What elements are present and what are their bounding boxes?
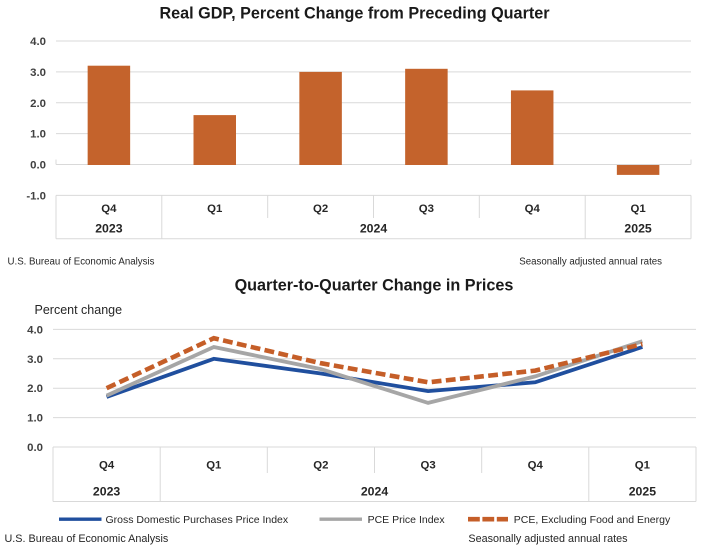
svg-text:Q4: Q4	[525, 203, 541, 215]
svg-text:Gross Domestic Purchases Price: Gross Domestic Purchases Price Index	[106, 514, 289, 526]
svg-text:2025: 2025	[624, 222, 652, 236]
svg-text:U.S. Bureau of Economic Analys: U.S. Bureau of Economic Analysis	[8, 257, 155, 268]
svg-text:1.0: 1.0	[30, 129, 46, 141]
svg-text:Q2: Q2	[313, 460, 328, 472]
svg-text:2.0: 2.0	[27, 383, 43, 395]
svg-text:Q2: Q2	[313, 203, 328, 215]
svg-text:2023: 2023	[95, 222, 123, 236]
svg-text:Real GDP, Percent Change from: Real GDP, Percent Change from Preceding …	[159, 5, 550, 23]
svg-text:Q1: Q1	[207, 203, 223, 215]
svg-text:2024: 2024	[360, 222, 388, 236]
svg-text:Seasonally adjusted annual rat: Seasonally adjusted annual rates	[519, 257, 662, 268]
svg-text:2023: 2023	[93, 485, 121, 499]
svg-text:Q3: Q3	[420, 460, 435, 472]
svg-text:1.0: 1.0	[27, 413, 43, 425]
svg-text:U.S. Bureau of Economic Analys: U.S. Bureau of Economic Analysis	[5, 533, 169, 545]
svg-text:Quarter-to-Quarter Change in P: Quarter-to-Quarter Change in Prices	[235, 277, 514, 295]
svg-text:Seasonally adjusted annual rat: Seasonally adjusted annual rates	[468, 533, 628, 545]
svg-text:Q1: Q1	[635, 460, 651, 472]
svg-text:3.0: 3.0	[30, 67, 46, 79]
svg-text:4.0: 4.0	[30, 36, 46, 48]
svg-text:2025: 2025	[629, 485, 657, 499]
svg-text:-1.0: -1.0	[26, 190, 46, 202]
svg-text:0.0: 0.0	[27, 442, 43, 454]
svg-text:Percent change: Percent change	[35, 303, 123, 317]
svg-text:0.0: 0.0	[30, 160, 46, 172]
svg-text:Q1: Q1	[630, 203, 646, 215]
svg-text:2024: 2024	[361, 485, 389, 499]
svg-text:PCE, Excluding Food and Energy: PCE, Excluding Food and Energy	[514, 514, 671, 526]
svg-text:Q4: Q4	[528, 460, 544, 472]
svg-text:Q1: Q1	[206, 460, 222, 472]
svg-text:2.0: 2.0	[30, 98, 46, 110]
svg-text:3.0: 3.0	[27, 354, 43, 366]
svg-text:Q4: Q4	[101, 203, 117, 215]
svg-text:4.0: 4.0	[27, 324, 43, 336]
svg-text:Q3: Q3	[419, 203, 434, 215]
svg-text:Q4: Q4	[99, 460, 115, 472]
svg-text:PCE Price Index: PCE Price Index	[368, 514, 446, 526]
